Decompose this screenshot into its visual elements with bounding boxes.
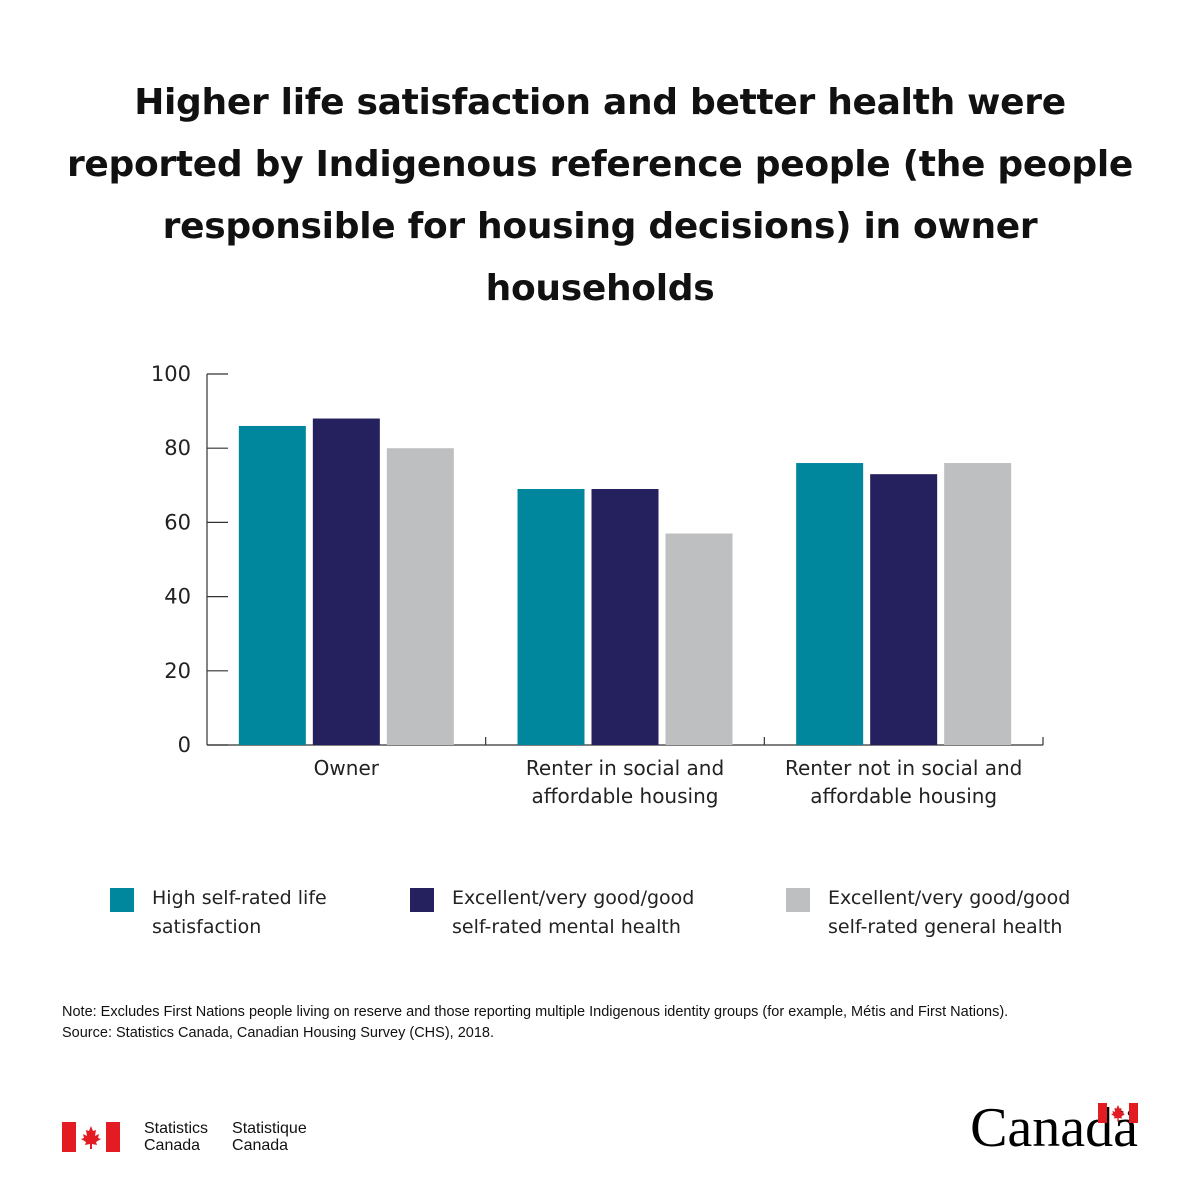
x-category-label: Renter in social and affordable housing <box>526 756 724 808</box>
bar <box>238 425 306 745</box>
y-tick-label: 20 <box>164 659 191 683</box>
dept-name-english: Statistics Canada <box>144 1120 209 1154</box>
legend-item-life-satisfaction: High self-rated life satisfaction <box>110 884 327 942</box>
canada-wordmark: Canadä <box>970 1097 1138 1159</box>
x-category-label-line: Renter not in social and <box>785 756 1022 780</box>
source-text: Source: Statistics Canada, Canadian Hous… <box>62 1025 494 1041</box>
chart-title: Higher life satisfaction and better heal… <box>66 82 1134 309</box>
x-category-label: Renter not in social and affordable housi… <box>785 756 1022 808</box>
canada-flag-icon <box>62 1122 120 1152</box>
bar <box>796 463 864 745</box>
y-tick-label: 0 <box>178 733 191 757</box>
bar <box>517 489 585 745</box>
y-tick-label: 60 <box>164 510 191 534</box>
legend-swatch <box>786 888 810 912</box>
statcan-signature: Statistics Canada Statistique Canada <box>62 1120 307 1154</box>
bar <box>665 533 733 745</box>
y-tick-label: 40 <box>164 585 191 609</box>
legend-item-general-health: Excellent/very good/good self-rated gene… <box>786 884 1070 942</box>
y-tick-label: 80 <box>164 436 191 460</box>
bar <box>591 489 659 745</box>
bar <box>386 448 454 745</box>
bar <box>944 463 1012 745</box>
legend-label: Excellent/very good/good self-rated ment… <box>452 887 695 938</box>
legend-item-mental-health: Excellent/very good/good self-rated ment… <box>410 884 694 942</box>
x-category-label: Owner <box>314 756 380 780</box>
bar <box>870 474 938 745</box>
x-category-label-line: Owner <box>314 756 380 780</box>
bar-chart: 0 20 40 60 80 100 Owner Renter in social and aff… <box>151 362 1044 808</box>
y-tick-label: 100 <box>151 362 191 386</box>
wordmark-flag-icon <box>1098 1103 1138 1123</box>
bar <box>312 418 380 745</box>
x-category-label-line: affordable housing <box>810 784 997 808</box>
legend-swatch <box>410 888 434 912</box>
x-category-label-line: Renter in social and <box>526 756 724 780</box>
legend-swatch <box>110 888 134 912</box>
chart-note: Note: Excludes First Nations people livi… <box>62 1002 1162 1044</box>
legend-label: Excellent/very good/good self-rated gene… <box>828 887 1071 938</box>
legend-label: High self-rated life satisfaction <box>152 887 327 938</box>
x-category-label-line: affordable housing <box>532 784 719 808</box>
note-text: Note: Excludes First Nations people livi… <box>62 1004 1009 1020</box>
dept-name-french: Statistique Canada <box>232 1120 307 1154</box>
